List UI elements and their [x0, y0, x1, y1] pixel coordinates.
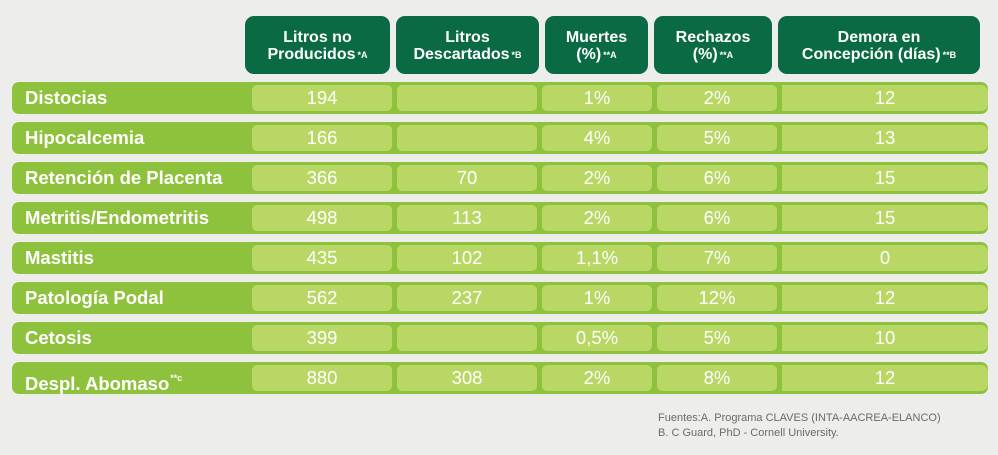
- table-cell: 0,5%: [542, 325, 652, 351]
- header-label: Litros no Producidos: [267, 28, 356, 63]
- table-cell: 308: [397, 365, 537, 391]
- row-label: Despl. Abomaso**c: [25, 362, 182, 394]
- row-label: Mastitis: [25, 242, 94, 274]
- table-row: Metritis/Endometritis 498 113 2% 6% 15: [12, 202, 988, 234]
- table-cell: 102: [397, 245, 537, 271]
- table-cell: 15: [782, 205, 988, 231]
- table-cell: 880: [252, 365, 392, 391]
- header-label: Litros Descartados: [413, 28, 510, 63]
- table-cell: 435: [252, 245, 392, 271]
- table-cell: 6%: [657, 205, 777, 231]
- table-cell: 0: [782, 245, 988, 271]
- table-cell: 166: [252, 125, 392, 151]
- header-note: **A: [603, 49, 617, 60]
- source-line-a: Fuentes:A. Programa CLAVES (INTA-AACREA-…: [658, 412, 941, 424]
- row-name: Hipocalcemia: [25, 127, 145, 148]
- row-name: Cetosis: [25, 327, 92, 348]
- table-cell: 5%: [657, 325, 777, 351]
- table-cell: 2%: [657, 85, 777, 111]
- table-row: Retención de Placenta 366 70 2% 6% 15: [12, 162, 988, 194]
- row-name: Distocias: [25, 87, 108, 108]
- table-cell: 70: [397, 165, 537, 191]
- sources-footnote: Fuentes:A. Programa CLAVES (INTA-AACREA-…: [658, 411, 941, 441]
- table-cell: 15: [782, 165, 988, 191]
- table-row: Patología Podal 562 237 1% 12% 12: [12, 282, 988, 314]
- row-note: **c: [170, 373, 183, 383]
- table-cell: 237: [397, 285, 537, 311]
- row-label: Distocias: [25, 82, 107, 114]
- row-label: Hipocalcemia: [25, 122, 144, 154]
- table-cell: [397, 325, 537, 351]
- table-cell: 4%: [542, 125, 652, 151]
- row-name: Patología Podal: [25, 287, 164, 308]
- table-row: Hipocalcemia 166 4% 5% 13: [12, 122, 988, 154]
- table-row: Mastitis 435 102 1,1% 7% 0: [12, 242, 988, 274]
- row-label: Metritis/Endometritis: [25, 202, 209, 234]
- header-note: *B: [511, 49, 522, 60]
- table-cell: 113: [397, 205, 537, 231]
- table-cell: 12: [782, 285, 988, 311]
- table-cell: 1%: [542, 285, 652, 311]
- table-cell: 12%: [657, 285, 777, 311]
- table-cell: 366: [252, 165, 392, 191]
- header-label: Rechazos (%): [675, 28, 751, 63]
- table-cell: 6%: [657, 165, 777, 191]
- row-name: Metritis/Endometritis: [25, 207, 209, 228]
- row-name: Despl. Abomaso: [25, 373, 170, 394]
- row-label: Retención de Placenta: [25, 162, 222, 194]
- header-note: **B: [942, 49, 957, 60]
- header-label: Muertes (%): [565, 28, 628, 63]
- table-row: Despl. Abomaso**c 880 308 2% 8% 12: [12, 362, 988, 394]
- header-rechazos: Rechazos (%) **A: [654, 16, 772, 74]
- table-row: Cetosis 399 0,5% 5% 10: [12, 322, 988, 354]
- header-litros-descartados: Litros Descartados *B: [396, 16, 539, 74]
- table-cell: 12: [782, 85, 988, 111]
- table-cell: [397, 85, 537, 111]
- table-cell: 13: [782, 125, 988, 151]
- table-cell: 562: [252, 285, 392, 311]
- row-name: Retención de Placenta: [25, 167, 223, 188]
- row-label: Patología Podal: [25, 282, 164, 314]
- header-litros-no-producidos: Litros no Producidos *A: [245, 16, 390, 74]
- table-cell: 10: [782, 325, 988, 351]
- header-note: *A: [357, 49, 368, 60]
- table-cell: 2%: [542, 205, 652, 231]
- table-cell: 194: [252, 85, 392, 111]
- table-cell: 12: [782, 365, 988, 391]
- table-cell: 2%: [542, 165, 652, 191]
- header-label: Demora en Concepción (días): [801, 28, 941, 63]
- row-label: Cetosis: [25, 322, 92, 354]
- table-cell: [397, 125, 537, 151]
- table-cell: 8%: [657, 365, 777, 391]
- header-demora-concepcion: Demora en Concepción (días) **B: [778, 16, 980, 74]
- table-cell: 399: [252, 325, 392, 351]
- source-line-b: B. C Guard, PhD - Cornell University.: [658, 427, 839, 439]
- table-cell: 498: [252, 205, 392, 231]
- table-cell: 7%: [657, 245, 777, 271]
- table-cell: 1,1%: [542, 245, 652, 271]
- table-cell: 2%: [542, 365, 652, 391]
- row-name: Mastitis: [25, 247, 94, 268]
- table-cell: 1%: [542, 85, 652, 111]
- table-cell: 5%: [657, 125, 777, 151]
- header-muertes: Muertes (%) **A: [545, 16, 648, 74]
- header-note: **A: [719, 49, 734, 60]
- table-row: Distocias 194 1% 2% 12: [12, 82, 988, 114]
